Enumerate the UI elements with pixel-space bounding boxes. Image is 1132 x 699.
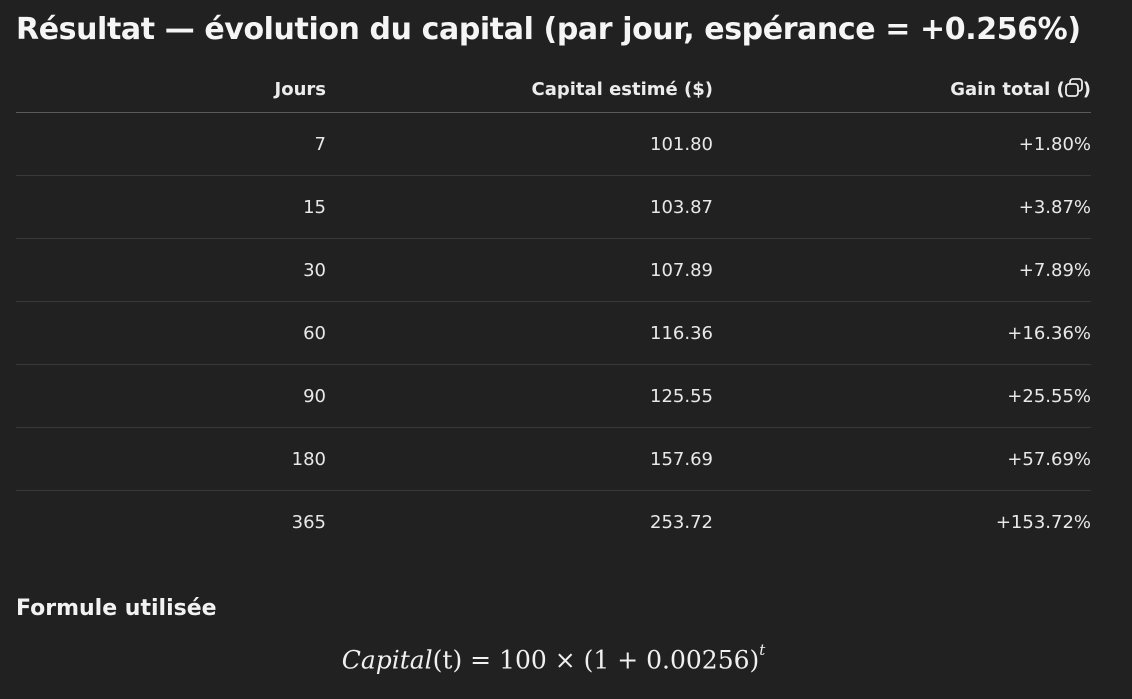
cell-days: 180 — [16, 427, 326, 491]
formula-rhs: = 100 × (1 + 0.00256) — [462, 645, 760, 675]
table-row: 90 125.55 +25.55% — [16, 364, 1091, 428]
header-gain-prefix: Gain total ( — [950, 78, 1065, 100]
formula-exponent: t — [759, 641, 766, 659]
formula-display: Capital(t) = 100 × (1 + 0.00256)t — [16, 641, 1091, 675]
formula-title: Formule utilisée — [16, 596, 217, 621]
header-days: Jours — [16, 66, 326, 113]
table-row: 60 116.36 +16.36% — [16, 301, 1091, 365]
copy-icon[interactable] — [1064, 77, 1083, 98]
cell-capital: 157.69 — [326, 427, 713, 491]
cell-days: 90 — [16, 364, 326, 428]
header-capital: Capital estimé ($) — [326, 66, 713, 113]
result-title: Résultat — évolution du capital (par jou… — [16, 12, 1081, 47]
cell-capital: 103.87 — [326, 175, 713, 239]
capital-evolution-table: Jours Capital estimé ($) Gain total () 7… — [16, 66, 1091, 553]
cell-gain: +16.36% — [713, 301, 1091, 365]
formula-lhs: Capital — [341, 645, 433, 675]
cell-days: 30 — [16, 238, 326, 302]
cell-capital: 107.89 — [326, 238, 713, 302]
cell-gain: +7.89% — [713, 238, 1091, 302]
cell-capital: 101.80 — [326, 112, 713, 176]
cell-gain: +153.72% — [995, 511, 1091, 533]
cell-days: 365 — [291, 511, 326, 533]
header-gain: Gain total () — [713, 66, 1091, 113]
cell-days: 60 — [16, 301, 326, 365]
table-row: 15 103.87 +3.87% — [16, 175, 1091, 239]
cell-days: 7 — [16, 112, 326, 176]
cell-capital: 116.36 — [326, 301, 713, 365]
cell-days: 15 — [16, 175, 326, 239]
formula-arg: (t) — [432, 645, 463, 675]
table-row: 180 157.69 +57.69% — [16, 427, 1091, 491]
table-row: 7 101.80 +1.80% — [16, 112, 1091, 176]
cell-capital: 125.55 — [326, 364, 713, 428]
message-content: Résultat — évolution du capital (par jou… — [16, 0, 1091, 674]
table-row: 365 253.72 +153.72% — [16, 491, 1091, 554]
table-header-row: Jours Capital estimé ($) Gain total () — [16, 66, 1091, 113]
cell-gain: +1.80% — [713, 112, 1091, 176]
cell-capital: 253.72 — [650, 511, 713, 533]
cell-gain: +25.55% — [713, 364, 1091, 428]
header-gain-suffix: ) — [1082, 78, 1091, 100]
cell-gain: +57.69% — [713, 427, 1091, 491]
cell-gain: +3.87% — [713, 175, 1091, 239]
table-row: 30 107.89 +7.89% — [16, 238, 1091, 302]
